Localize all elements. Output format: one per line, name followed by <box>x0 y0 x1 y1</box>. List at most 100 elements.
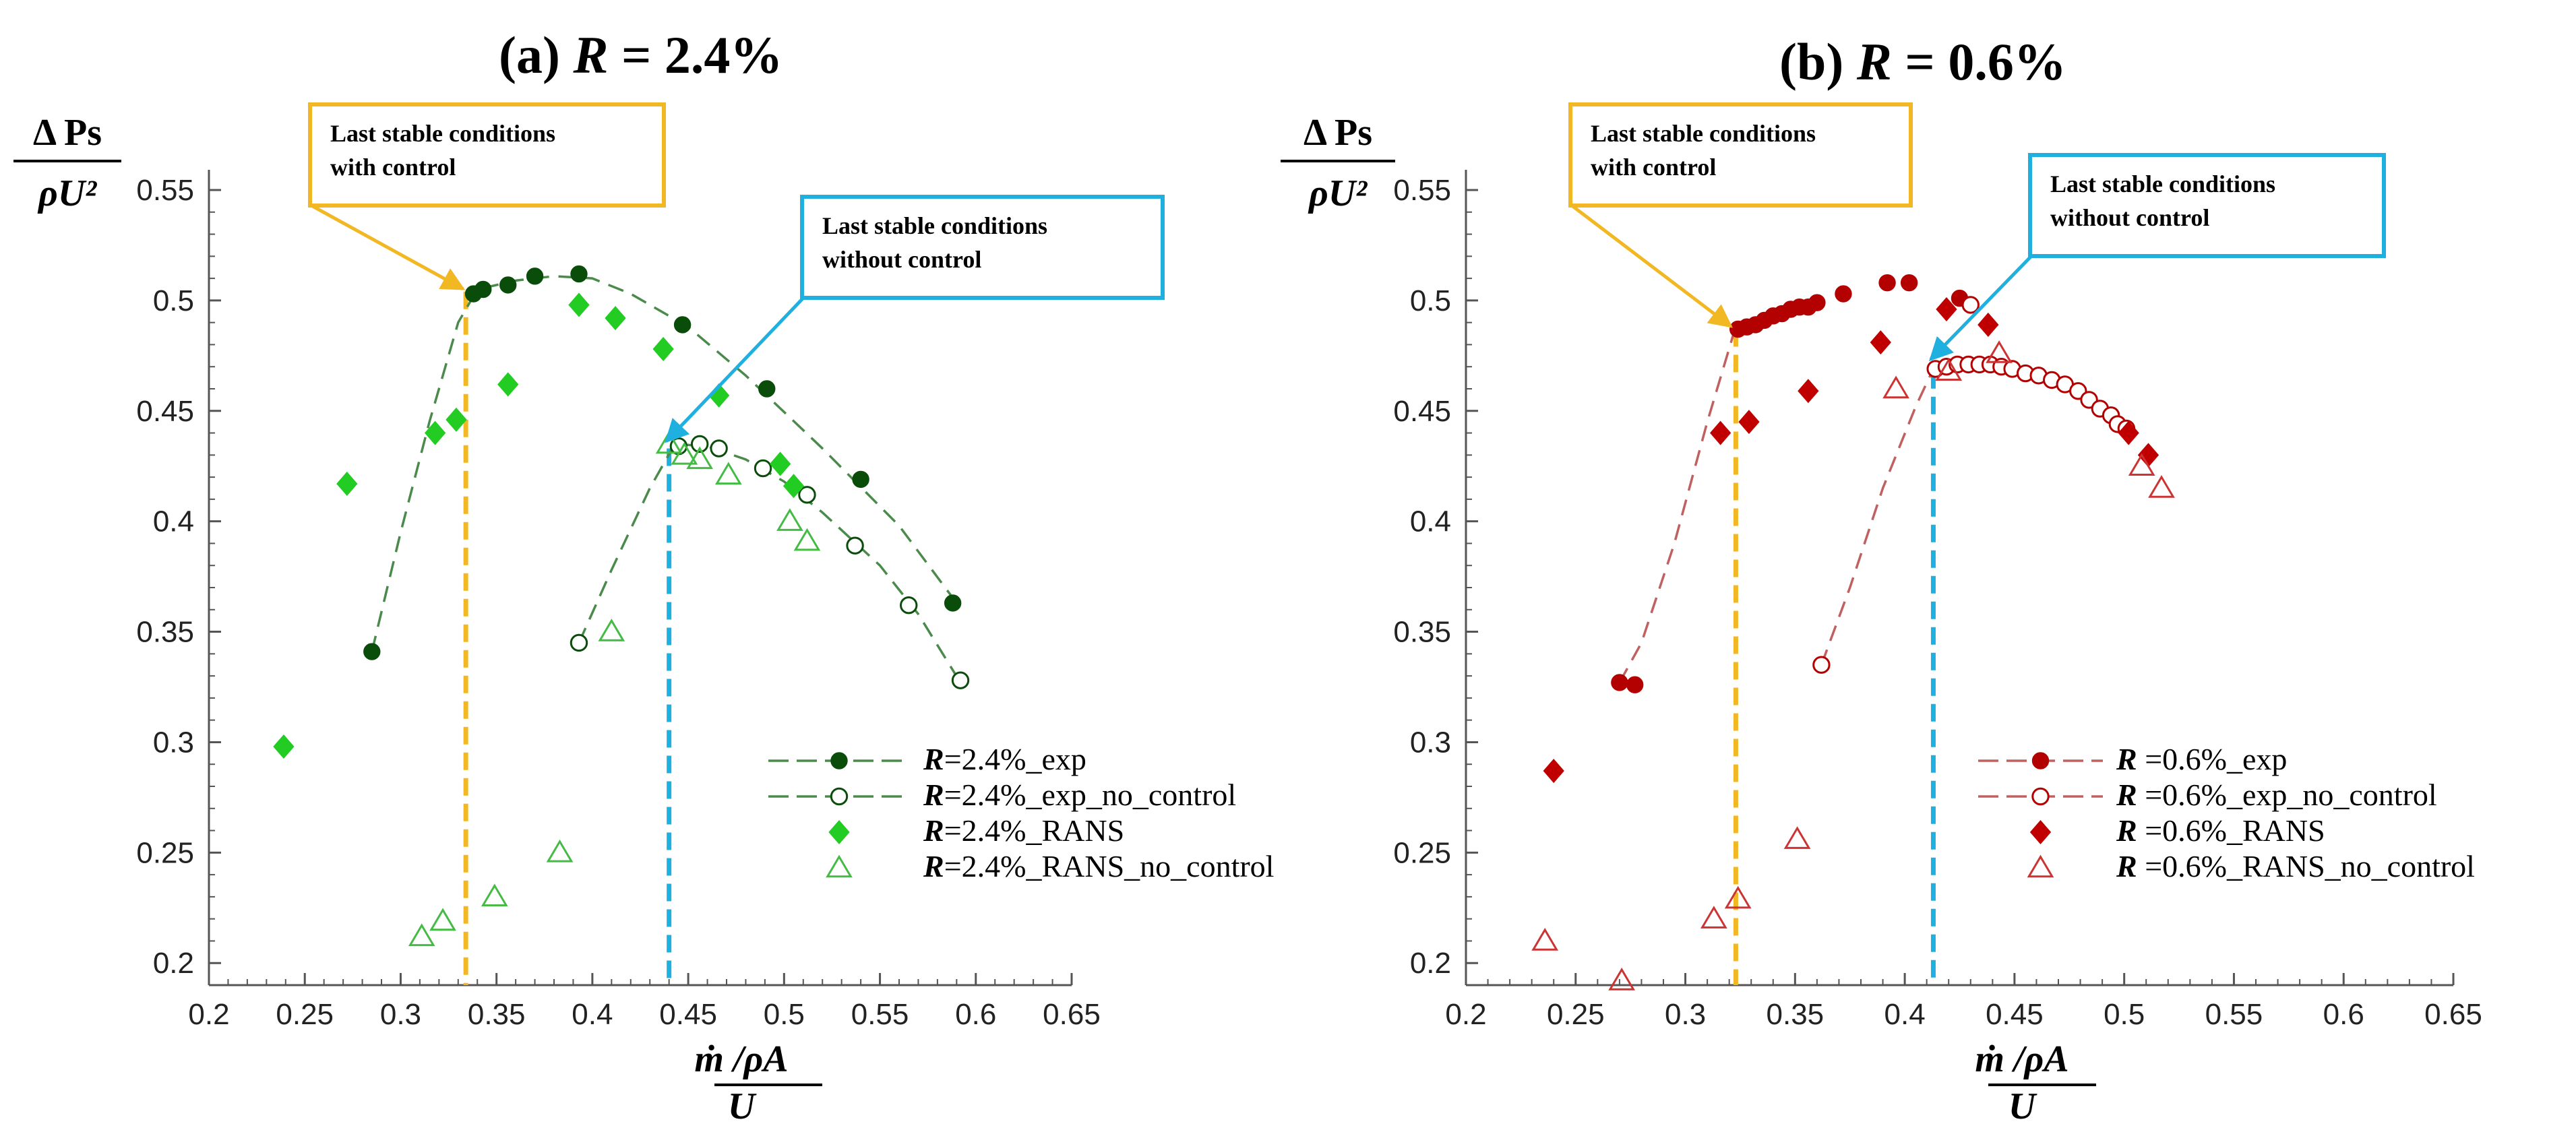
y-tick-label: 0.55 <box>136 174 194 207</box>
x-tick-label: 0.55 <box>851 998 909 1031</box>
x-axis-label-numerator: ṁ /ρA <box>1975 1038 2068 1080</box>
fit-curve <box>1820 368 1935 666</box>
data-point <box>605 306 626 331</box>
fit-curve <box>1618 333 1735 683</box>
callout-text: without control <box>2050 204 2209 231</box>
data-point <box>2118 420 2139 445</box>
data-point <box>481 883 508 907</box>
data-point <box>754 459 772 478</box>
panel-title: (a) R = 2.4% <box>499 26 783 84</box>
callout-text: Last stable conditions <box>2050 170 2275 197</box>
x-tick-label: 0.4 <box>1884 998 1926 1031</box>
legend-marker <box>830 787 849 806</box>
panel-a: (a) R = 2.4% Δ Ps ρU² ṁ /ρA U 0.2 0.25 0.3 0.35 0… <box>13 26 1274 1127</box>
data-point <box>1709 420 1731 445</box>
x-tick-label: 0.6 <box>955 998 996 1031</box>
data-point <box>446 407 467 432</box>
x-tick-label: 0.65 <box>1043 998 1101 1031</box>
y-axis-label-numerator: Δ Ps <box>1304 112 1372 154</box>
data-point <box>526 268 544 285</box>
x-axis-label-denominator: U <box>2008 1086 2037 1127</box>
fit-curve <box>578 443 962 683</box>
callout-cyan: Last stable conditions without control <box>665 195 1165 443</box>
panel-title: (b) R = 0.6% <box>1779 32 2066 91</box>
data-point <box>673 316 692 334</box>
data-point <box>424 420 446 445</box>
x-tick-label: 0.5 <box>764 998 805 1031</box>
y-tick-label: 0.3 <box>1410 726 1451 759</box>
title-var: R <box>572 26 608 84</box>
data-point <box>1835 285 1852 303</box>
callout-box <box>1568 102 1913 208</box>
y-tick-label: 0.5 <box>153 284 194 317</box>
legend-label: R=2.4%_RANS <box>923 813 1124 848</box>
x-axis-label-numerator: ṁ /ρA <box>694 1038 788 1080</box>
legend-label: R =0.6%_exp <box>2116 742 2287 776</box>
callout-text: with control <box>330 154 456 181</box>
data-point <box>769 451 791 476</box>
x-tick-label: 0.4 <box>572 998 613 1031</box>
legend-label: R =0.6%_RANS_no_control <box>2116 849 2475 883</box>
data-point <box>846 536 864 555</box>
legend-label: R =0.6%_RANS <box>2116 813 2325 848</box>
data-point <box>798 486 816 504</box>
callout-box <box>2028 153 2386 258</box>
legend-label: R=2.4%_RANS_no_control <box>923 849 1274 883</box>
series-R=0.6%_exp_no_control <box>1812 296 2136 674</box>
legend-label: R =0.6%_exp_no_control <box>2116 778 2437 812</box>
x-tick-label: 0.45 <box>659 998 717 1031</box>
data-point <box>1531 927 1559 951</box>
legend-marker <box>828 819 850 845</box>
title-prefix: (b) <box>1779 32 1857 91</box>
data-point <box>1608 967 1636 991</box>
series-R=2.4%_RANS_no_control <box>408 431 821 947</box>
y-tick-label: 0.3 <box>153 726 194 759</box>
legend-marker <box>2031 752 2050 770</box>
data-point <box>1961 296 1980 314</box>
data-point <box>546 839 574 862</box>
callout-box <box>800 195 1165 300</box>
y-tick-label: 0.55 <box>1393 174 1451 207</box>
data-point <box>570 265 588 283</box>
y-tick-label: 0.4 <box>1410 505 1451 538</box>
title-var: R <box>1856 32 1892 91</box>
x-tick-label: 0.65 <box>2424 998 2482 1031</box>
legend-label: R=2.4%_exp <box>923 742 1086 776</box>
data-point <box>1798 379 1819 404</box>
data-point <box>497 372 519 397</box>
x-tick-label: 0.55 <box>2205 998 2263 1031</box>
x-tick-label: 0.25 <box>276 998 334 1031</box>
data-point <box>1870 330 1891 355</box>
callout-yellow: Last stable conditions with control <box>1568 102 1913 328</box>
data-point <box>598 619 625 641</box>
series-R=2.4%_exp <box>363 265 962 660</box>
data-point <box>900 596 918 615</box>
callout-box <box>308 102 666 208</box>
y-tick-label: 0.2 <box>1410 947 1451 980</box>
callout-yellow: Last stable conditions with control <box>308 102 666 290</box>
data-point <box>1808 294 1826 311</box>
y-tick-label: 0.35 <box>1393 616 1451 649</box>
x-tick-label: 0.25 <box>1547 998 1605 1031</box>
callout-arrow <box>310 203 466 290</box>
callout-text: with control <box>1591 154 1716 181</box>
y-tick-label: 0.2 <box>153 947 194 980</box>
fit-curve <box>371 275 958 652</box>
callout-text: Last stable conditions <box>822 212 1047 239</box>
x-tick-label: 0.45 <box>1986 998 2044 1031</box>
y-axis-label-denominator: ρU² <box>37 172 97 214</box>
series-R=0.6%_RANS <box>1543 296 2159 784</box>
data-point <box>1986 340 2013 363</box>
x-tick-label: 0.3 <box>1665 998 1706 1031</box>
x-tick-label: 0.35 <box>1767 998 1824 1031</box>
callout-arrow <box>1570 204 1733 328</box>
x-tick-label: 0.5 <box>2104 998 2145 1031</box>
legend-marker <box>826 854 853 878</box>
data-point <box>652 336 674 362</box>
data-point <box>1543 759 1564 784</box>
data-point <box>671 441 698 465</box>
title-prefix: (a) <box>499 26 573 84</box>
series-R=2.4%_RANS <box>273 292 805 759</box>
data-point <box>1878 274 1896 292</box>
